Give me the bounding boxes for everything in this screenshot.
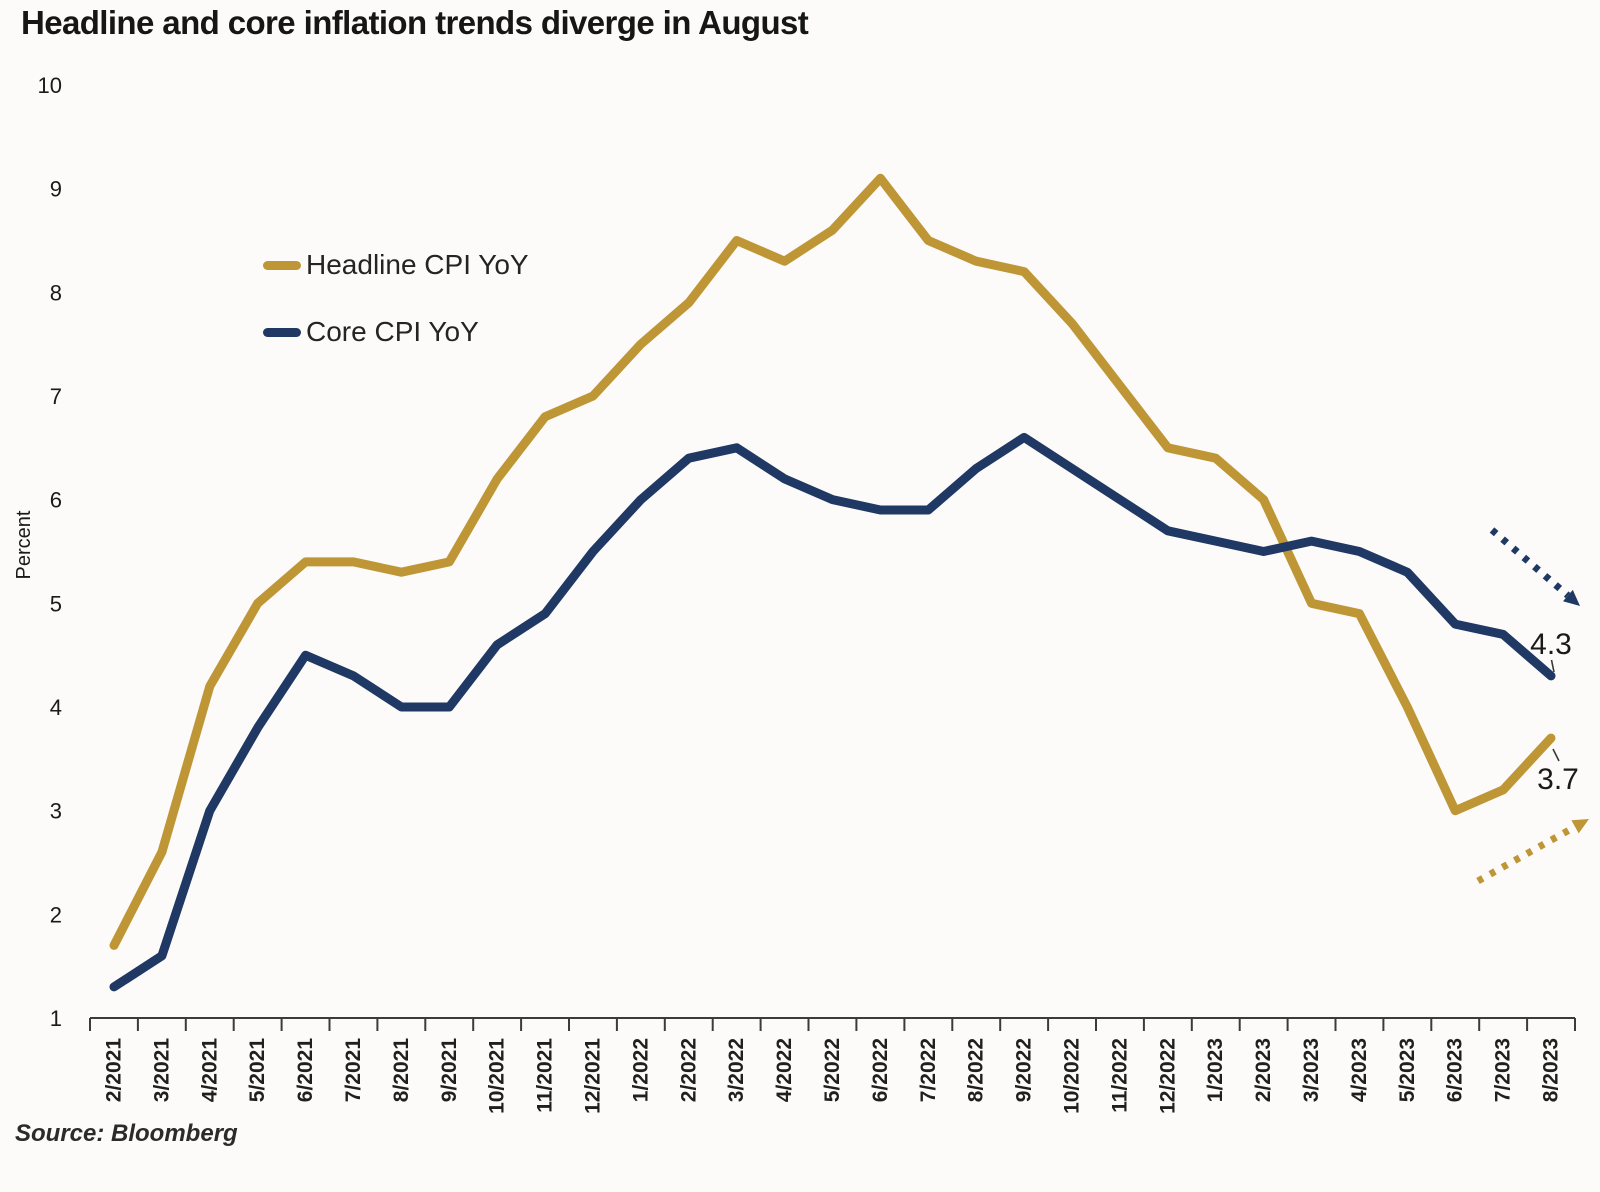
y-tick-label: 6 xyxy=(50,488,62,513)
dotted-trend-line xyxy=(1489,527,1571,599)
x-tick-label: 4/2021 xyxy=(198,1038,221,1103)
x-tick-label: 3/2023 xyxy=(1300,1038,1323,1102)
arrowhead xyxy=(1571,819,1589,834)
x-tick-label: 4/2023 xyxy=(1348,1038,1371,1102)
y-tick-label: 2 xyxy=(50,902,62,927)
headline-trend-arrow xyxy=(1476,819,1589,885)
x-tick-label: 11/2021 xyxy=(534,1038,557,1113)
y-tick-label: 9 xyxy=(50,177,62,202)
core-cpi-line xyxy=(109,432,1556,992)
x-tick-label: 2/2023 xyxy=(1252,1038,1275,1102)
headline-last-value-label: 3.7 xyxy=(1537,763,1579,796)
y-tick-label: 1 xyxy=(50,1006,62,1031)
x-tick-label: 6/2022 xyxy=(869,1038,892,1102)
x-tick-label: 9/2021 xyxy=(438,1038,461,1103)
x-tick-label: 12/2021 xyxy=(582,1038,605,1114)
legend-item-headline: Headline CPI YoY xyxy=(263,247,529,283)
x-axis-tick-labels: 2/2021 3/2021 4/2021 5/2021 6/2021 7/2021 8/20… xyxy=(103,1038,1563,1114)
core-line-swatch xyxy=(263,327,301,337)
x-tick-label: 11/2022 xyxy=(1108,1038,1131,1113)
x-tick-label: 5/2022 xyxy=(821,1038,844,1102)
x-tick-label: 4/2022 xyxy=(773,1038,796,1102)
x-tick-label: 8/2021 xyxy=(390,1038,413,1103)
x-tick-label: 7/2022 xyxy=(917,1038,940,1102)
x-tick-label: 1/2023 xyxy=(1204,1038,1227,1102)
x-tick-label: 1/2022 xyxy=(629,1038,652,1102)
x-tick-label: 8/2022 xyxy=(965,1038,988,1102)
legend-label-headline: Headline CPI YoY xyxy=(306,249,529,280)
core-last-value-label: 4.3 xyxy=(1530,628,1572,661)
chart-legend: Headline CPI YoY Core CPI YoY xyxy=(263,247,529,381)
x-axis xyxy=(89,1017,1576,1031)
x-tick-label: 3/2022 xyxy=(725,1038,748,1102)
y-axis-tick-labels: 1 2 3 4 5 6 7 8 9 10 xyxy=(38,73,62,1031)
source-note: Source: Bloomberg xyxy=(15,1120,238,1147)
x-tick-label: 10/2022 xyxy=(1061,1038,1084,1114)
y-tick-label: 3 xyxy=(50,799,62,824)
dotted-trend-line xyxy=(1476,823,1577,885)
legend-label-core: Core CPI YoY xyxy=(306,316,479,347)
headline-annotation-leader xyxy=(1552,748,1560,762)
x-tick-label: 2/2021 xyxy=(103,1038,126,1103)
x-tick-label: 7/2023 xyxy=(1492,1038,1515,1102)
x-tick-label: 5/2023 xyxy=(1396,1038,1419,1102)
arrowhead xyxy=(1563,589,1580,606)
y-tick-label: 7 xyxy=(50,384,62,409)
headline-cpi-line xyxy=(109,173,1556,950)
x-tick-label: 6/2021 xyxy=(294,1038,317,1103)
x-tick-label: 2/2022 xyxy=(677,1038,700,1102)
core-annotation-leader xyxy=(1550,659,1555,673)
x-tick-label: 7/2021 xyxy=(342,1038,365,1103)
y-tick-label: 5 xyxy=(50,591,62,616)
x-tick-label: 5/2021 xyxy=(246,1038,269,1103)
y-tick-label: 4 xyxy=(50,695,62,720)
x-tick-label: 6/2023 xyxy=(1444,1038,1467,1102)
headline-line-swatch xyxy=(263,260,301,270)
y-tick-label: 10 xyxy=(38,73,62,98)
x-tick-label: 12/2022 xyxy=(1156,1038,1179,1114)
x-tick-label: 8/2023 xyxy=(1540,1038,1563,1102)
x-tick-label: 9/2022 xyxy=(1013,1038,1036,1102)
chart-title: Headline and core inflation trends diver… xyxy=(21,4,809,41)
legend-item-core: Core CPI YoY xyxy=(263,314,529,350)
y-tick-label: 8 xyxy=(50,280,62,305)
y-axis-title: Percent xyxy=(13,510,35,579)
x-tick-label: 10/2021 xyxy=(486,1038,509,1114)
x-tick-label: 3/2021 xyxy=(150,1038,173,1103)
core-trend-arrow xyxy=(1489,527,1580,606)
